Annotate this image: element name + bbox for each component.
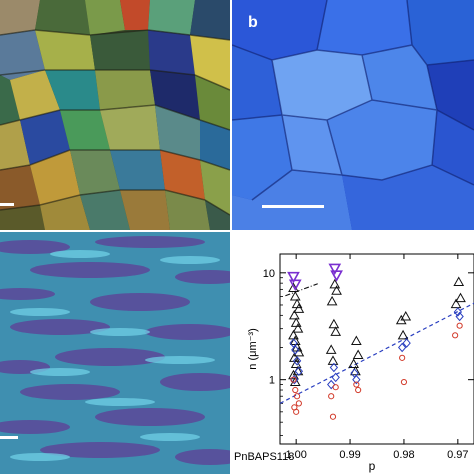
triangle-up-point xyxy=(450,298,462,309)
y-axis-label: n (μm⁻³) xyxy=(247,328,259,369)
triangle-down-point xyxy=(288,279,302,291)
micrograph-panel-b: b xyxy=(232,0,474,230)
circle-point xyxy=(293,408,300,415)
circle-point xyxy=(292,386,299,394)
triangle-up-point xyxy=(400,310,412,321)
y-tick-label: 10 xyxy=(263,268,275,280)
circle-point xyxy=(290,376,297,383)
circle-point xyxy=(293,393,301,400)
triangle-down-point xyxy=(287,271,300,284)
diamond-point xyxy=(402,338,411,348)
triangle-up-point xyxy=(288,369,299,380)
diamond-point xyxy=(291,345,300,355)
chart-panel-d: 1.00 0.99 0.98 0.97 1 10 n (μm⁻³) p PnBAPS118 xyxy=(232,232,474,474)
diamond-point xyxy=(397,342,407,353)
triangle-up-point xyxy=(395,314,407,325)
triangle-up-point xyxy=(293,303,305,313)
triangle-up-point xyxy=(348,358,359,369)
diamond-point xyxy=(352,374,361,385)
x-tick-label: 1.00 xyxy=(285,449,306,461)
circle-point xyxy=(328,393,335,400)
triangle-up-point xyxy=(397,329,409,340)
circle-point xyxy=(329,413,337,420)
diamond-point xyxy=(329,362,339,373)
circle-point xyxy=(355,386,362,394)
triangle-up-point xyxy=(350,335,362,346)
triangle-up-point xyxy=(293,346,305,357)
triangle-up-point xyxy=(329,278,341,289)
triangle-up-point xyxy=(352,349,364,360)
diamond-point xyxy=(292,356,302,366)
triangle-down-point xyxy=(330,270,343,282)
triangle-up-point xyxy=(331,285,342,295)
micrograph-panel-c xyxy=(0,232,230,474)
scale-bar-c xyxy=(0,436,18,439)
scale-bar-b xyxy=(262,205,324,208)
circle-point xyxy=(456,322,463,329)
triangle-down-point xyxy=(328,263,342,276)
x-tick-label: 0.99 xyxy=(339,449,360,461)
plot-frame xyxy=(279,253,474,445)
diamond-point xyxy=(327,379,336,390)
grain-image-b xyxy=(232,0,474,230)
triangle-up-point xyxy=(328,318,340,329)
circle-point xyxy=(295,400,302,407)
x-tick-label: 0.98 xyxy=(393,449,414,461)
diamond-point xyxy=(289,338,298,348)
circle-point xyxy=(353,381,360,388)
scale-bar-a xyxy=(0,203,14,206)
triangle-up-point xyxy=(289,291,301,301)
panel-label-b: b xyxy=(248,14,258,31)
triangle-up-point xyxy=(289,309,300,320)
triangle-up-point xyxy=(292,323,304,333)
triangle-up-point xyxy=(325,344,337,354)
x-tick-label: 0.97 xyxy=(447,449,468,461)
diamond-point xyxy=(455,311,464,322)
x-axis-label: p xyxy=(369,459,376,473)
triangle-up-point xyxy=(455,292,466,303)
circle-point xyxy=(332,384,339,391)
sample-label: PnBAPS118 xyxy=(234,451,294,463)
dashdot-line xyxy=(285,283,318,297)
circle-point xyxy=(452,332,459,339)
diamond-point xyxy=(290,374,299,385)
triangle-up-point xyxy=(290,317,302,327)
micrograph-panel-a xyxy=(0,0,230,230)
diamond-point xyxy=(331,372,340,383)
grain-image-a xyxy=(0,0,230,230)
circle-point xyxy=(399,354,406,361)
fit-line xyxy=(279,302,474,404)
diamond-point xyxy=(294,366,304,376)
grain-image-c xyxy=(0,232,230,474)
y-tick-label: 1 xyxy=(269,375,275,387)
triangle-up-point xyxy=(453,276,465,287)
triangle-up-point xyxy=(327,355,339,365)
circle-point xyxy=(400,378,408,386)
triangle-up-point xyxy=(330,326,342,336)
triangle-up-point xyxy=(326,295,338,306)
density-chart: 1.00 0.99 0.98 0.97 1 10 n (μm⁻³) p PnBAPS118 xyxy=(234,253,474,473)
diamond-point xyxy=(453,307,462,317)
